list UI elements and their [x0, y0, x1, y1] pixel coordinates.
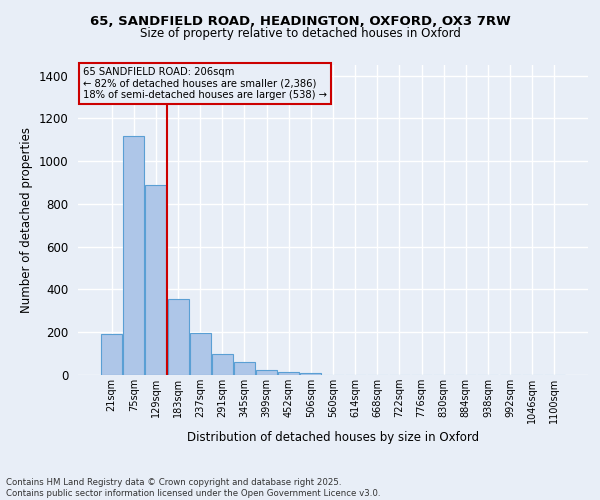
Bar: [190, 334, 211, 375]
Bar: [101, 334, 122, 375]
Bar: [301, 373, 322, 375]
Bar: [278, 372, 299, 375]
Text: Contains HM Land Registry data © Crown copyright and database right 2025.
Contai: Contains HM Land Registry data © Crown c…: [6, 478, 380, 498]
Bar: [167, 299, 188, 375]
Bar: [256, 370, 277, 375]
Text: 65 SANDFIELD ROAD: 206sqm
← 82% of detached houses are smaller (2,386)
18% of se: 65 SANDFIELD ROAD: 206sqm ← 82% of detac…: [83, 66, 327, 100]
Text: Size of property relative to detached houses in Oxford: Size of property relative to detached ho…: [140, 28, 460, 40]
Text: 65, SANDFIELD ROAD, HEADINGTON, OXFORD, OX3 7RW: 65, SANDFIELD ROAD, HEADINGTON, OXFORD, …: [89, 15, 511, 28]
Bar: [234, 362, 255, 375]
Bar: [212, 354, 233, 375]
Bar: [124, 136, 145, 375]
Y-axis label: Number of detached properties: Number of detached properties: [20, 127, 33, 313]
Bar: [145, 184, 166, 375]
X-axis label: Distribution of detached houses by size in Oxford: Distribution of detached houses by size …: [187, 432, 479, 444]
